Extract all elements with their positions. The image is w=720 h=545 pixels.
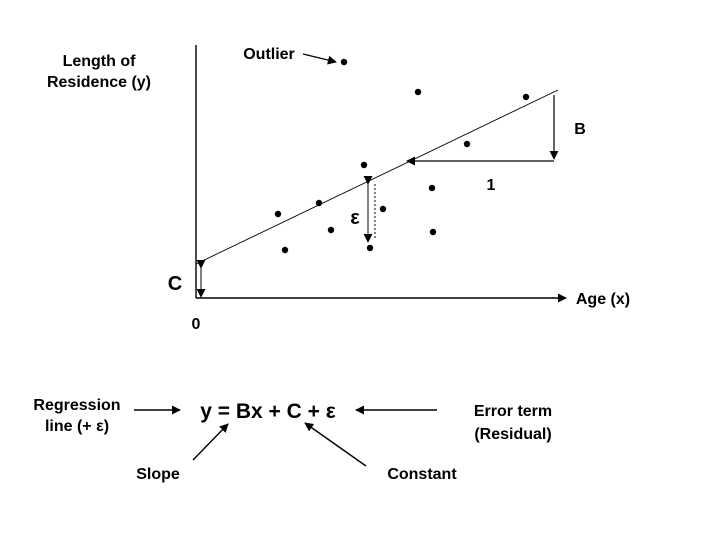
data-point: [327, 226, 335, 234]
data-point: [414, 88, 422, 96]
data-point: [429, 228, 437, 236]
intercept-label: C: [168, 273, 182, 295]
data-point: [281, 246, 289, 254]
data-point: [522, 93, 530, 101]
regression-line-label-line-1: Regression: [33, 397, 120, 414]
error-term-label-line-2: (Residual): [474, 426, 551, 443]
data-point: [274, 210, 282, 218]
data-point: [379, 205, 387, 213]
data-point: [315, 199, 323, 207]
y-axis-label-line-1: Length of: [63, 53, 137, 70]
data-point: [360, 161, 368, 169]
slope-label: Slope: [136, 466, 180, 483]
regression-equation: y = Bx + C + ε: [200, 400, 335, 423]
x-axis-label: Age (x): [576, 291, 630, 308]
constant-label: Constant: [387, 466, 457, 483]
outlier-arrow: [302, 53, 337, 65]
data-point: [428, 184, 436, 192]
origin-label: 0: [192, 316, 201, 333]
error-term-label-line-1: Error term: [474, 403, 552, 420]
error-label: ε: [350, 207, 360, 229]
constant-pointer-arrow: [304, 422, 367, 467]
data-point: [463, 140, 471, 148]
y-axis-label-line-2: Residence (y): [47, 74, 151, 91]
regression-line: [195, 89, 559, 265]
slope-pointer-arrow: [192, 423, 229, 461]
outlier-label: Outlier: [243, 46, 295, 63]
data-point: [366, 244, 374, 252]
data-point: [340, 58, 348, 66]
slope-run-label: 1: [487, 177, 496, 194]
regression-line-label-line-2: line (+ ε): [45, 418, 109, 435]
data-points: [274, 58, 530, 254]
slope-rise-label: B: [574, 121, 586, 138]
